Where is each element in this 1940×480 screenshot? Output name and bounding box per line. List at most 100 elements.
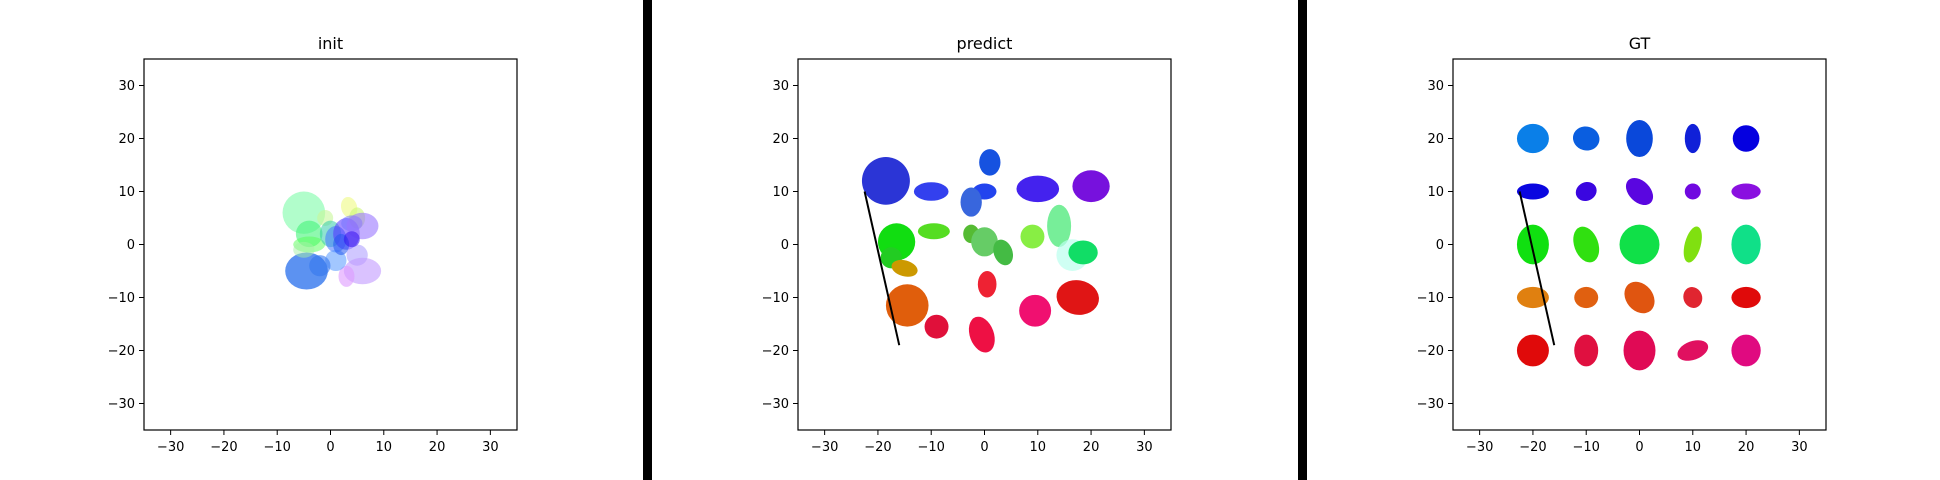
x-tick-label: 10 [1030, 440, 1047, 455]
panel-2: predict −30 −20 −10 0 10 20 30 −30 −20 −10 0 10 20 30 [762, 34, 1172, 455]
x-tick-label: −10 [917, 440, 944, 455]
ellipse-marker-9 [1684, 183, 1701, 200]
ellipse-marker-7 [1575, 181, 1597, 202]
ellipse-marker-17 [285, 252, 328, 290]
panel-separator-2 [1298, 0, 1307, 480]
ellipse-marker-14 [1020, 224, 1045, 249]
x-tick-label: −20 [1519, 440, 1546, 455]
plot-area [282, 191, 382, 290]
ellipse-marker-24 [1677, 340, 1709, 361]
ellipse-marker-15 [1731, 224, 1761, 265]
x-tick-label: −10 [263, 440, 290, 455]
ellipse-marker-8 [1625, 177, 1654, 206]
y-tick-label: 0 [781, 238, 789, 253]
ellipse-marker-4 [1684, 123, 1701, 154]
ellipse-marker-18 [1624, 281, 1655, 314]
y-tick-label: −10 [762, 291, 789, 306]
ellipse-marker-1 [1516, 123, 1549, 154]
ellipse-marker-22 [1574, 334, 1599, 367]
y-tick-label: 20 [1427, 132, 1444, 147]
ellipse-marker-16 [1516, 286, 1549, 309]
x-tick-label: 20 [1083, 440, 1100, 455]
ellipse-marker-14 [1683, 226, 1702, 263]
x-tick-label: −20 [210, 440, 237, 455]
ellipse-marker-6 [1516, 183, 1549, 200]
y-tick-label: −30 [762, 397, 789, 412]
y-tick-label: −10 [108, 291, 135, 306]
panels: init −30 −20 −10 0 10 20 30 −30 −20 −10 0 10 20 30 pred… [108, 34, 1827, 455]
y-tick-label: −30 [1417, 397, 1444, 412]
ellipse-marker-19 [885, 284, 929, 327]
panel-separator-1 [643, 0, 652, 480]
ellipse-marker-19 [1683, 287, 1703, 308]
x-tick-label: −30 [1466, 440, 1493, 455]
y-tick-label: 10 [1427, 185, 1444, 200]
ellipse-marker-6 [1016, 175, 1060, 203]
panel-separators [643, 0, 1307, 480]
ellipse-marker-12 [971, 227, 998, 257]
y-tick-label: 20 [118, 132, 135, 147]
y-tick-label: 0 [127, 238, 135, 253]
panel-title: GT [1629, 34, 1651, 53]
panel-title: init [318, 34, 343, 53]
ellipse-marker-20 [343, 231, 360, 248]
x-tick-label: 20 [1738, 440, 1755, 455]
ellipse-marker-13 [1619, 224, 1660, 265]
ellipse-marker-25 [1731, 334, 1761, 367]
ellipse-marker-15 [1047, 204, 1072, 248]
x-tick-label: 0 [980, 440, 988, 455]
y-tick-label: 10 [118, 185, 135, 200]
y-tick-label: 30 [772, 79, 789, 94]
x-tick-label: −30 [811, 440, 838, 455]
ellipse-marker-20 [1731, 286, 1761, 309]
ellipse-marker-3 [979, 149, 1001, 176]
line-series-1 [863, 191, 901, 346]
x-tick-label: −30 [157, 440, 184, 455]
y-tick-label: 0 [1436, 238, 1444, 253]
y-tick-label: 30 [118, 79, 135, 94]
x-tick-label: −20 [864, 440, 891, 455]
ellipse-marker-17 [1068, 240, 1098, 265]
panel-3: GT −30 −20 −10 0 10 20 30 −30 −20 −10 0 10 20 30 [1417, 34, 1827, 455]
x-tick-label: 30 [1136, 440, 1153, 455]
y-tick-label: −10 [1417, 291, 1444, 306]
x-tick-label: 20 [429, 440, 446, 455]
ellipse-marker-18 [293, 241, 315, 258]
x-tick-label: 10 [1685, 440, 1702, 455]
plot-area [861, 149, 1110, 353]
ellipse-marker-14 [338, 265, 355, 287]
ellipse-marker-24 [1056, 280, 1099, 315]
ellipse-marker-10 [1731, 183, 1761, 200]
x-tick-label: 0 [326, 440, 334, 455]
ellipse-marker-10 [917, 223, 950, 240]
ellipse-marker-12 [1573, 226, 1600, 263]
ellipse-marker-5 [960, 187, 982, 217]
y-tick-label: 20 [772, 132, 789, 147]
y-tick-label: −30 [108, 397, 135, 412]
ellipse-marker-2 [913, 182, 949, 201]
ellipse-marker-21 [1516, 334, 1549, 367]
plot-area [1516, 119, 1761, 371]
panel-1: init −30 −20 −10 0 10 20 30 −30 −20 −10 0 10 20 30 [108, 34, 518, 455]
x-tick-label: −10 [1572, 440, 1599, 455]
ellipse-marker-11 [1516, 224, 1549, 265]
ellipse-marker-22 [968, 316, 995, 353]
ellipse-marker-13 [993, 239, 1014, 266]
y-tick-label: 30 [1427, 79, 1444, 94]
ellipse-marker-21 [977, 271, 997, 298]
x-tick-label: 30 [482, 440, 499, 455]
x-tick-label: 30 [1791, 440, 1808, 455]
ellipse-marker-20 [924, 314, 949, 339]
ellipse-marker-18 [891, 259, 918, 277]
line-series-1 [1518, 191, 1556, 346]
y-tick-label: −20 [108, 344, 135, 359]
x-tick-label: 10 [376, 440, 393, 455]
panel-title: predict [957, 34, 1013, 53]
ellipse-marker-5 [1732, 125, 1760, 152]
ellipse-marker-1 [861, 157, 910, 205]
ellipse-marker-2 [1572, 126, 1600, 151]
ellipse-marker-3 [1626, 119, 1653, 158]
x-tick-label: 0 [1635, 440, 1643, 455]
ellipse-marker-23 [1019, 294, 1052, 327]
